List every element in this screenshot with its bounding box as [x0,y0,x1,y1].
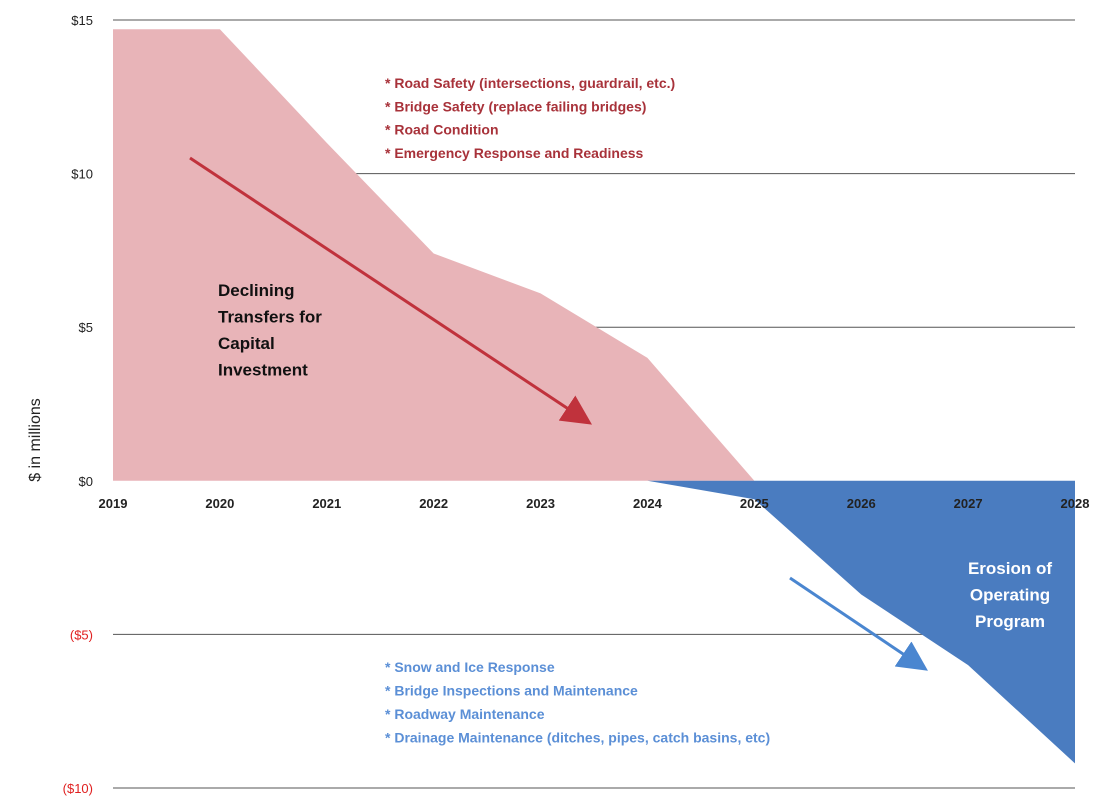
capital-need-item: * Road Condition [385,122,499,138]
y-tick-label: $10 [71,167,93,182]
capital-need-item: * Road Safety (intersections, guardrail,… [385,75,675,91]
erosion-operating-label: Erosion of Operating Program [968,559,1052,631]
declining-transfers-label: Declining Transfers for Capital Investment [218,281,322,380]
x-tick-label: 2021 [312,496,341,511]
x-tick-label: 2025 [740,496,769,511]
y-axis-label: $ in millions [27,398,44,482]
declining-label-line: Investment [218,361,308,380]
capital-need-item: * Emergency Response and Readiness [385,145,644,161]
erosion-label-line: Erosion of [968,559,1052,578]
y-tick-label: $15 [71,13,93,28]
erosion-label-line: Program [975,612,1045,631]
x-axis-ticks: 2019 2020 2021 2022 2023 2024 2025 2026 2027 2028 [99,496,1090,511]
erosion-label-line: Operating [970,586,1050,605]
declining-arrow [189,156,593,425]
x-tick-label: 2022 [419,496,448,511]
capital-area [113,29,755,481]
erosion-arrow [789,576,928,671]
y-axis-ticks: $15 $10 $5 $0 ($5) ($10) [63,13,93,796]
capital-need-item: * Bridge Safety (replace failing bridges… [385,98,646,114]
y-tick-label: $0 [79,474,93,489]
x-tick-label: 2024 [633,496,663,511]
operating-need-item: * Bridge Inspections and Maintenance [385,683,638,699]
areas [113,29,1075,764]
x-tick-label: 2023 [526,496,555,511]
x-tick-label: 2019 [99,496,128,511]
y-tick-label: $5 [79,320,93,335]
capital-needs-list: * Road Safety (intersections, guardrail,… [385,75,675,161]
operating-area [647,480,1075,764]
operating-needs-list: * Snow and Ice Response * Bridge Inspecti… [385,659,770,746]
declining-label-line: Transfers for [218,308,322,327]
operating-need-item: * Drainage Maintenance (ditches, pipes, … [385,730,770,746]
x-tick-label: 2028 [1061,496,1090,511]
x-tick-label: 2027 [954,496,983,511]
x-tick-label: 2020 [205,496,234,511]
x-tick-label: 2026 [847,496,876,511]
operating-need-item: * Roadway Maintenance [385,706,545,722]
declining-label-line: Capital [218,334,275,353]
y-tick-label: ($10) [63,781,93,796]
operating-need-item: * Snow and Ice Response [385,659,555,675]
declining-label-line: Declining [218,281,295,300]
y-tick-label: ($5) [70,627,93,642]
